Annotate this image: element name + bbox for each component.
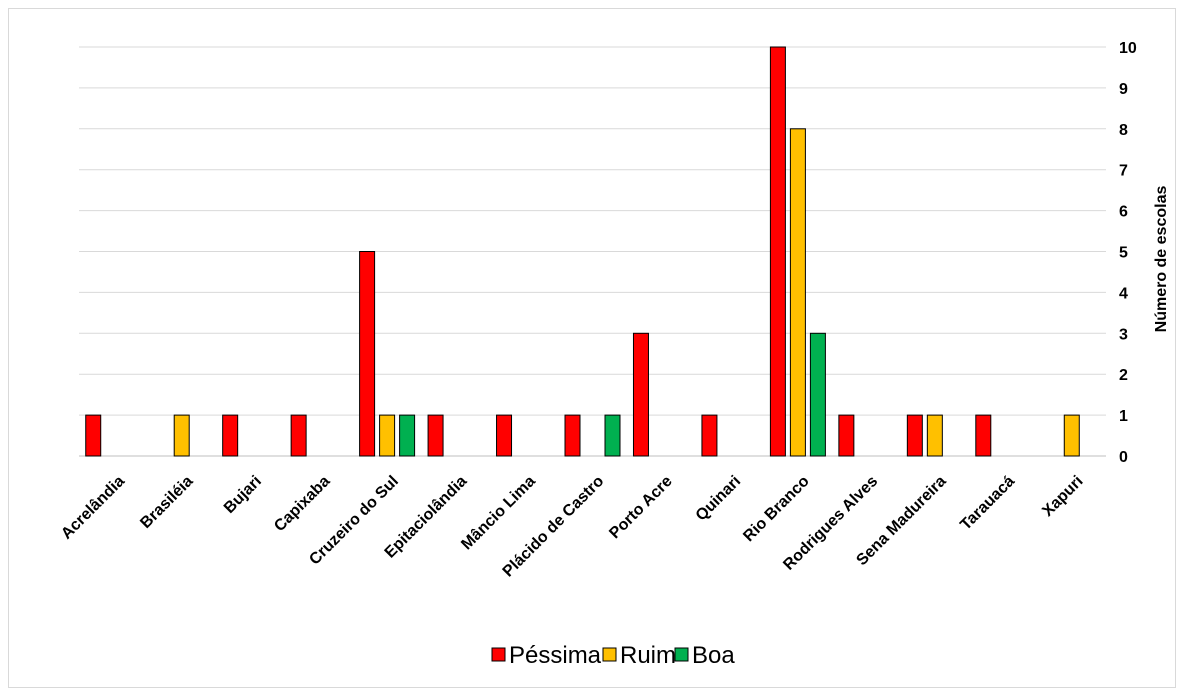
bar (496, 414, 513, 457)
legend-swatch (491, 647, 506, 662)
bar (85, 414, 102, 457)
y-tick-label: 0 (1119, 449, 1128, 466)
y-tick-label: 1 (1119, 408, 1128, 425)
y-tick-label: 9 (1119, 81, 1128, 98)
x-tick-label: Quinari (693, 473, 745, 525)
bar (975, 414, 992, 457)
y-tick-label: 6 (1119, 204, 1128, 221)
legend-label: Ruim (620, 642, 676, 669)
bar (379, 414, 396, 457)
x-tick-label: Acrelândia (58, 473, 128, 543)
bar (701, 414, 718, 457)
bar (399, 414, 416, 457)
bar (222, 414, 239, 457)
bar (564, 414, 581, 457)
bar (769, 46, 786, 457)
legend-label: Boa (692, 642, 735, 669)
y-tick-label: 5 (1119, 245, 1128, 262)
chart-frame: 0 1 2 3 4 5 6 7 8 9 10 Acrelândia Brasiléia Bujari Ca… (8, 8, 1176, 688)
x-tick-labels: Acrelândia Brasiléia Bujari CapixabaCruzeir… (58, 473, 1086, 581)
bar (1063, 414, 1080, 457)
bar (427, 414, 444, 457)
bar (789, 128, 806, 457)
legend-label: Péssima (509, 642, 602, 669)
x-tick-label: Rio Branco (740, 473, 813, 546)
y-tick-label: 8 (1119, 122, 1128, 139)
bar (906, 414, 923, 457)
y-tick-label: 3 (1119, 326, 1128, 343)
bar-chart: 0 1 2 3 4 5 6 7 8 9 10 Acrelândia Brasiléia Bujari Ca… (58, 40, 1170, 669)
y-tick-label: 4 (1119, 285, 1128, 302)
x-tick-label: Capixaba (271, 473, 333, 535)
bar (809, 332, 826, 457)
legend-swatch (674, 647, 689, 662)
legend-swatch (602, 647, 617, 662)
x-tick-label: Brasiléia (137, 473, 196, 532)
bar (926, 414, 943, 457)
x-tick-label: Xapuri (1039, 473, 1086, 520)
bars (85, 46, 1080, 457)
y-tick-labels: 0 1 2 3 4 5 6 7 8 9 10 (1119, 40, 1137, 466)
y-axis-label: Número de escolas (1153, 186, 1170, 333)
bar (290, 414, 307, 457)
bar (838, 414, 855, 457)
bar (173, 414, 190, 457)
legend: Péssima Ruim Boa (491, 642, 735, 669)
bar (604, 414, 621, 457)
y-tick-label: 10 (1119, 40, 1137, 57)
x-tick-label: Bujari (221, 473, 265, 517)
x-tick-label: Tarauacá (957, 473, 1018, 534)
x-tick-label: Porto Acre (606, 473, 676, 543)
y-tick-label: 7 (1119, 163, 1128, 180)
y-tick-label: 2 (1119, 367, 1128, 384)
gridlines (79, 46, 1106, 457)
bar (632, 332, 649, 457)
bar (359, 251, 376, 457)
